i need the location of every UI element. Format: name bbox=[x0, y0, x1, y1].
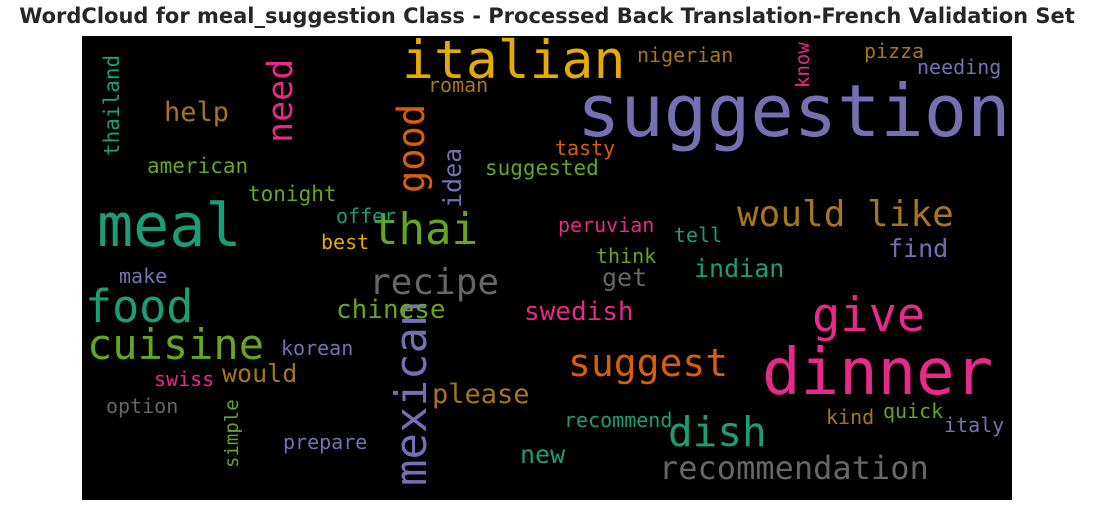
cloud-background bbox=[82, 36, 1012, 500]
word-dish: dish bbox=[668, 408, 767, 456]
word-give: give bbox=[812, 288, 925, 343]
word-chinese: chinese bbox=[336, 295, 446, 325]
word-indian: indian bbox=[694, 254, 784, 283]
word-get: get bbox=[602, 263, 647, 292]
word-swedish: swedish bbox=[524, 297, 634, 327]
word-good: good bbox=[390, 104, 433, 193]
word-find: find bbox=[888, 234, 948, 263]
wordcloud: suggestion dinner meal italian give food thai m… bbox=[82, 36, 1012, 500]
word-offer: offer bbox=[336, 204, 396, 228]
word-new: new bbox=[520, 440, 566, 469]
word-dinner: dinner bbox=[762, 336, 993, 410]
word-suggested: suggested bbox=[485, 156, 599, 180]
chart-title: WordCloud for meal_suggestion Class - Pr… bbox=[19, 4, 1075, 28]
word-best: best bbox=[321, 230, 369, 254]
word-meal: meal bbox=[97, 191, 242, 261]
word-tell: tell bbox=[674, 223, 722, 247]
word-recipe: recipe bbox=[369, 262, 499, 303]
word-swiss: swiss bbox=[154, 367, 214, 391]
word-tasty: tasty bbox=[555, 136, 615, 160]
word-cuisine: cuisine bbox=[87, 320, 264, 369]
word-recommendation: recommendation bbox=[659, 449, 929, 487]
word-kind: kind bbox=[826, 405, 874, 429]
word-tonight: tonight bbox=[248, 182, 337, 206]
word-please: please bbox=[432, 379, 530, 410]
word-quick: quick bbox=[883, 399, 943, 423]
word-italy: italy bbox=[944, 413, 1004, 437]
word-italian: italian bbox=[402, 36, 625, 91]
word-roman: roman bbox=[428, 73, 488, 97]
word-pizza: pizza bbox=[864, 39, 924, 63]
word-need: need bbox=[261, 59, 301, 143]
word-korean: korean bbox=[281, 336, 353, 360]
word-american: american bbox=[147, 154, 248, 178]
word-would: would bbox=[222, 359, 297, 388]
word-suggestion: suggestion bbox=[577, 69, 1010, 153]
word-nigerian: nigerian bbox=[637, 43, 733, 67]
word-food: food bbox=[85, 280, 193, 333]
word-option: option bbox=[106, 394, 178, 418]
word-would-like: would like bbox=[737, 194, 954, 235]
word-thailand: thailand bbox=[100, 55, 124, 156]
word-mexican: mexican bbox=[386, 301, 437, 486]
word-needing: needing bbox=[917, 55, 1001, 79]
word-think: think bbox=[596, 244, 656, 268]
word-know: know bbox=[792, 42, 814, 88]
word-suggest: suggest bbox=[568, 341, 728, 385]
word-recommend: recommend bbox=[564, 408, 672, 432]
word-prepare: prepare bbox=[283, 430, 367, 454]
word-make: make bbox=[119, 264, 167, 288]
word-help: help bbox=[164, 97, 229, 128]
word-thai: thai bbox=[372, 204, 478, 255]
word-peruvian: peruvian bbox=[558, 213, 654, 237]
word-simple: simple bbox=[221, 399, 243, 468]
word-idea: idea bbox=[438, 148, 467, 208]
